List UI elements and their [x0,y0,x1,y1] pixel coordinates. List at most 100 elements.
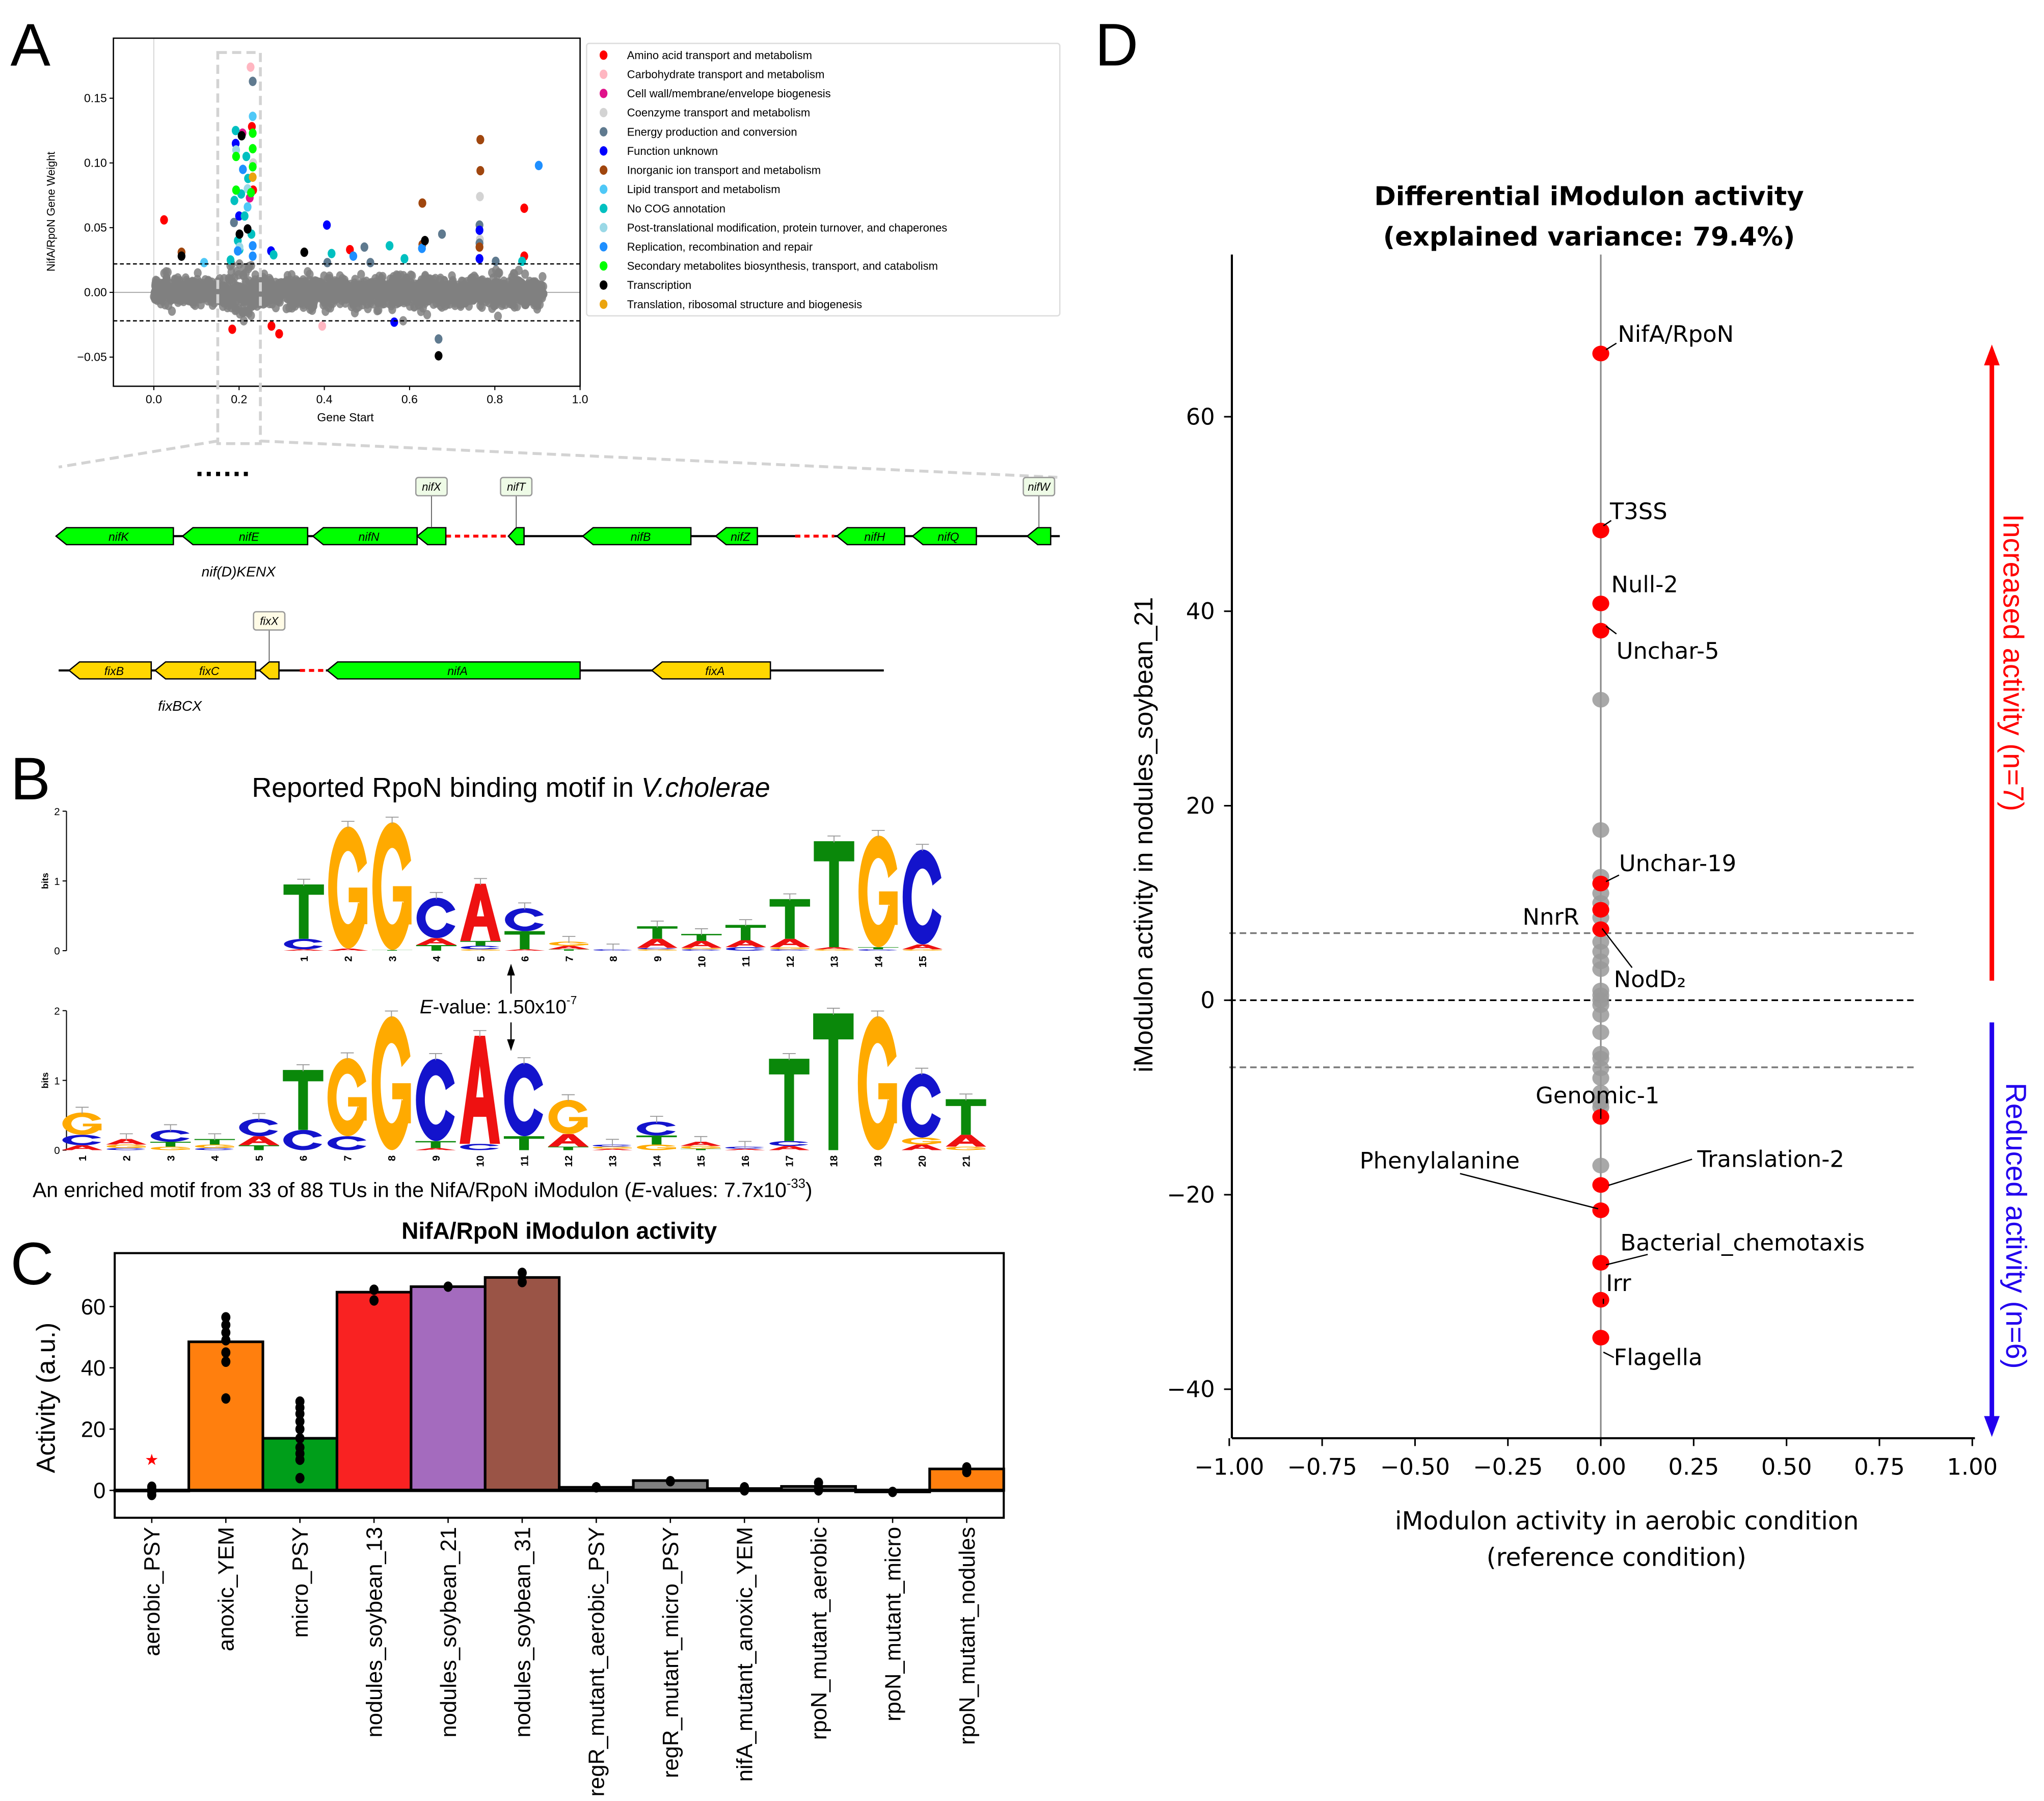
logo-letter-glyph [215,1146,234,1148]
gene-point-carbohydrate [247,62,255,72]
y-tick-label: −0.05 [77,351,107,364]
logo-letter-T [814,841,854,948]
gene-point [536,280,545,290]
logo-letter-A [769,938,810,948]
logo-letter-glyph [637,948,677,950]
gene-point-transcription [177,251,185,261]
gene-point-lipid [244,202,252,212]
gene-point-transcription [435,351,443,361]
logo-position-label: 17 [784,1155,796,1167]
logo-letter-G [328,826,367,949]
legend-item: Amino acid transport and metabolism [627,49,812,62]
y-tick-label: 0.00 [84,286,107,299]
gene-point [507,297,516,306]
callout-box [253,611,286,631]
gene-point [364,304,372,313]
replicate-point [295,1433,305,1444]
x-tick-label: rpoN_mutant_micro [881,1527,905,1722]
logo-letter-T [283,884,324,939]
logo-letter-glyph [637,938,678,948]
gene-point [513,302,521,311]
operon-label: nif(D)KENX [202,564,277,580]
gene-point [282,304,290,313]
logo-letter-glyph [62,1145,102,1150]
replicate-point [888,1487,898,1497]
gene-point-post-translational [232,145,240,155]
legend-item: Energy production and conversion [627,125,797,138]
logo-letter-glyph [504,1063,543,1137]
logo-letter-glyph [150,1130,190,1142]
logo-position-label: 6 [520,956,531,961]
operon-label: fixBCX [158,698,202,714]
logo-letter-A [283,949,324,951]
y-tick-label: 60 [81,1295,105,1320]
gene-point [499,293,508,303]
logo-position-label: 13 [607,1155,619,1167]
logo-letter-glyph [238,1136,279,1145]
legend-marker [599,299,608,309]
gene-point [206,287,214,297]
legend-marker [599,242,608,252]
logo-letter-glyph [835,950,854,951]
logo-letter-G [62,1112,102,1135]
gene-point [332,289,340,299]
gene-point [160,268,168,278]
gene-point-inorganic [418,198,426,208]
logo-letter-glyph [372,822,411,950]
logo-letter-C [902,849,942,945]
gene-point [400,295,409,305]
gene-point [241,295,249,305]
legend-item: Carbohydrate transport and metabolism [627,68,825,80]
logo-letter-glyph [681,1146,720,1149]
x-tick-label: 0.0 [146,392,162,406]
gene-point-lipid [249,112,257,121]
panel-label-a: A [10,11,50,78]
logo-position-label: 7 [563,956,575,961]
x-tick-label: 0.50 [1761,1454,1812,1481]
logo-position-label: 9 [652,956,664,961]
logo-letter-glyph [946,1146,985,1150]
imodulon-point [1592,1024,1609,1040]
logo-letter-T [503,1136,545,1150]
legend-marker [599,69,608,79]
logo-letter-A [62,1145,102,1150]
gene-point-secondary [247,188,255,198]
replicate-point [518,1277,527,1287]
logo-letter-T [725,925,766,940]
x-tick-label: rpoN_mutant_aerobic [807,1527,831,1740]
gene-arrow-nifT [507,527,525,546]
logo-letter-A [460,883,501,941]
logo-letter-T [681,934,722,941]
logo-letter-G [858,836,898,948]
gene-point [197,292,205,302]
logo-letter-C [239,1118,278,1137]
gene-point [247,302,255,312]
logo-letter-glyph [682,948,721,950]
logo-letter-glyph [83,1123,102,1131]
gene-point [384,280,392,290]
label-leader-line [1608,1159,1692,1186]
x-tick-label: anoxic_YEM [214,1527,239,1651]
logo-letter-glyph [62,1112,101,1135]
gene-point [529,284,537,293]
gene-point [419,303,427,313]
logo-letter-glyph [239,1118,278,1137]
logo-letter-G [857,1016,897,1150]
logo-position-label: 8 [608,956,620,961]
evalue-text: -value: 1.50x10 [433,996,567,1018]
gene-point-secondary [232,151,240,162]
legend-item: Post-translational modification, protein… [627,221,948,234]
logo-letter-A [946,1135,986,1147]
gene-track-2: fixB fixC fixX nifA fixA fixBCX [59,611,884,714]
logo-letter-G [150,1146,190,1150]
x-tick-label: 0.8 [487,392,503,406]
y-tick-label: 0.10 [84,156,107,169]
caption-prefix: An enriched motif from 33 of 88 TUs in t… [33,1178,632,1202]
gene-label: nifA [447,664,468,678]
gene-point [268,286,277,296]
logo-position-label: 5 [254,1155,265,1161]
logo-letter-C [327,1136,366,1150]
imodulon-label: Unchar-5 [1617,637,1719,664]
reduced-activity-label: Reduced activity (n=6) [2000,1083,2032,1369]
gene-point [319,292,327,303]
